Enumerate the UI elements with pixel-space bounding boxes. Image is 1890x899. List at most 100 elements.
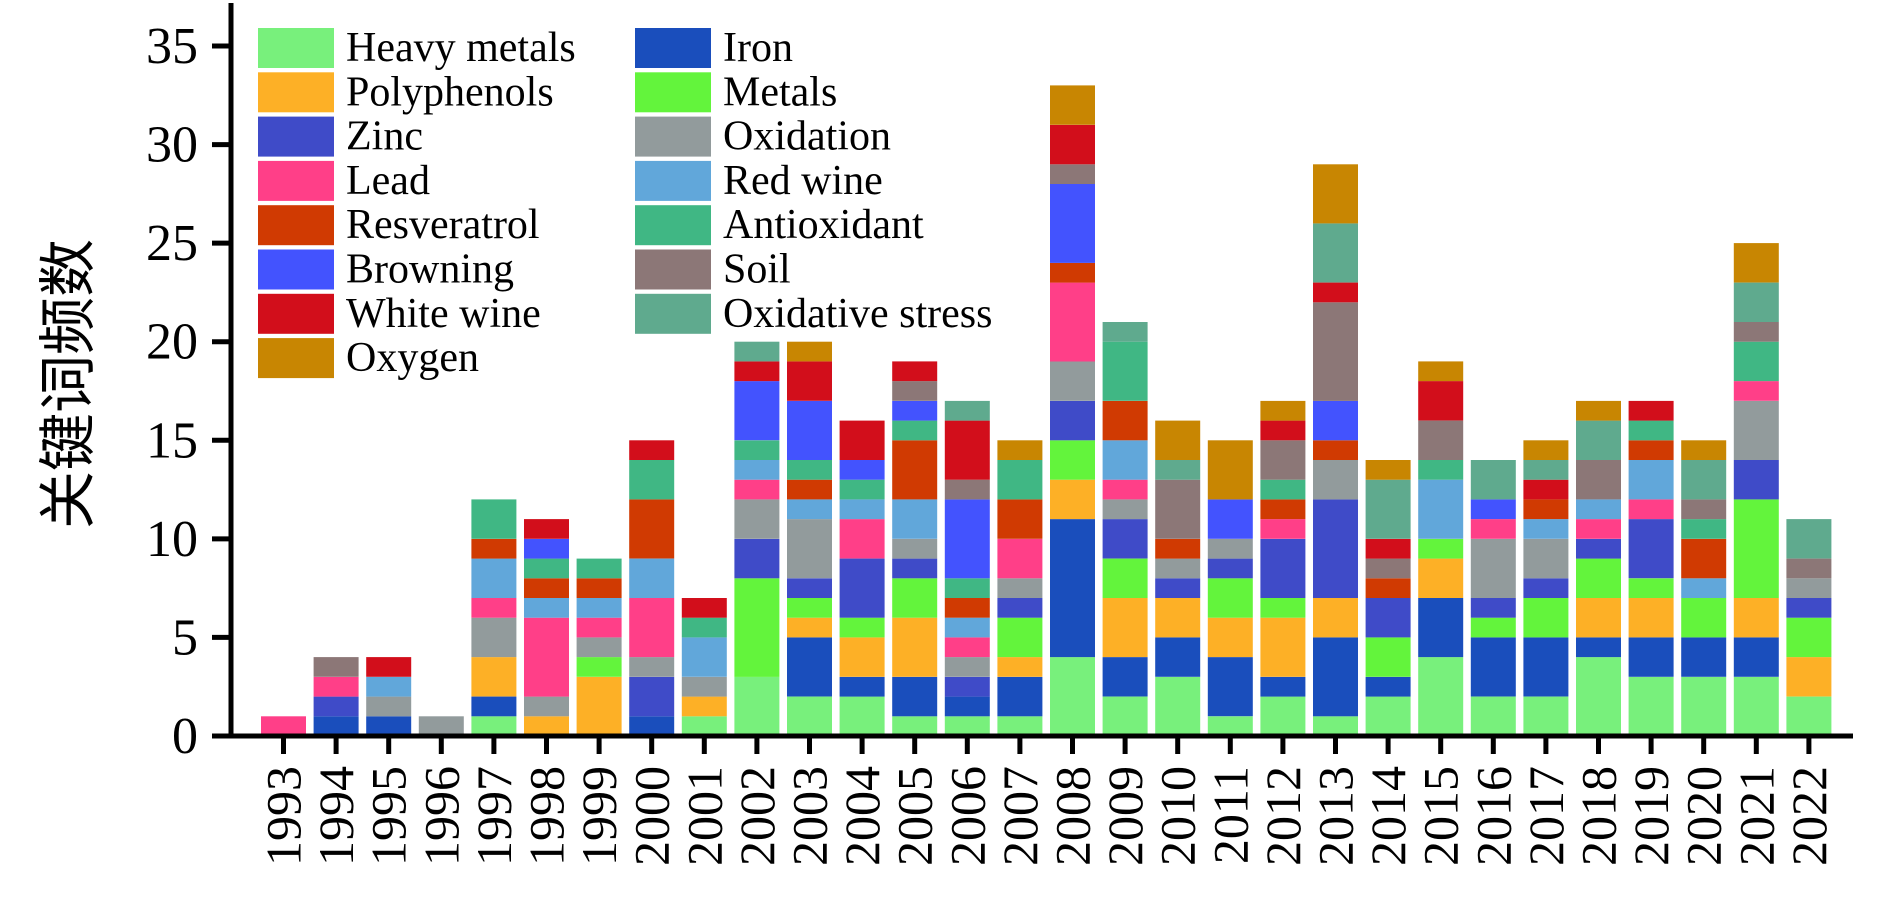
x-tick-label: 2005	[887, 766, 943, 866]
bar-segment-1999-antioxidant	[576, 558, 622, 579]
bar-segment-2008-metals	[1050, 440, 1095, 480]
legend-item-oxidation: Oxidation	[635, 114, 891, 160]
bar-segment-1998-red-wine	[524, 598, 569, 618]
legend: Heavy metalsPolyphenolsZincLeadResveratr…	[258, 25, 992, 381]
bar-segment-2022-metals	[1786, 617, 1832, 658]
bar-segment-2006-oxidative-stress	[944, 400, 990, 421]
bar-stack-2022	[1786, 519, 1832, 736]
bar-segment-2009-oxidation	[1102, 499, 1148, 520]
bar-segment-2015-white-wine	[1418, 381, 1464, 421]
legend-swatch	[635, 72, 711, 113]
bar-segment-1998-resveratrol	[524, 578, 569, 598]
bar-segment-2017-white-wine	[1523, 479, 1569, 500]
bar-segment-2008-iron	[1050, 519, 1095, 658]
bar-segment-2010-oxidation	[1155, 558, 1201, 579]
bar-segment-1999-red-wine	[576, 598, 622, 618]
bar-segment-2000-oxidation	[629, 657, 675, 677]
bar-segment-2012-heavy-metals	[1260, 696, 1306, 736]
bar-segment-2020-oxygen	[1681, 440, 1727, 460]
bar-segment-2013-resveratrol	[1313, 440, 1358, 460]
legend-label: Polyphenols	[346, 69, 554, 115]
bar-segment-2010-polyphenols	[1155, 598, 1201, 638]
bar-segment-2000-resveratrol	[629, 499, 675, 559]
bar-segment-2014-soil	[1365, 558, 1411, 579]
bar-segment-2008-polyphenols	[1050, 479, 1095, 520]
bar-segment-1995-oxidation	[366, 696, 412, 717]
bar-segment-2019-zinc	[1628, 519, 1674, 579]
bar-stack-2021	[1733, 243, 1779, 736]
bar-segment-2007-polyphenols	[997, 657, 1043, 677]
bar-segment-2002-lead	[734, 479, 780, 500]
bar-segment-2016-lead	[1470, 519, 1516, 539]
bar-segment-2016-heavy-metals	[1470, 696, 1516, 736]
bar-segment-2022-polyphenols	[1786, 657, 1832, 697]
legend-item-oxidative-stress: Oxidative stress	[635, 291, 992, 337]
bar-segment-2007-antioxidant	[997, 460, 1043, 500]
legend-label: Lead	[346, 158, 430, 204]
y-tick-label: 0	[172, 708, 198, 765]
bar-segment-2021-oxidative-stress	[1733, 282, 1779, 322]
bar-segment-2003-oxidation	[787, 519, 832, 579]
bar-segment-2020-heavy-metals	[1681, 676, 1727, 736]
x-ticks-layer: 1993199419951996199719981999200020012002…	[256, 736, 1837, 866]
bar-segment-2014-oxidative-stress	[1365, 479, 1411, 539]
bar-stack-2000	[629, 440, 675, 736]
y-tick-label: 20	[146, 314, 198, 371]
legend-label: Zinc	[346, 114, 423, 160]
bar-segment-2020-metals	[1681, 598, 1727, 638]
bar-segment-2018-soil	[1576, 460, 1621, 500]
bar-segment-2017-oxygen	[1523, 440, 1569, 460]
bar-segment-2013-white-wine	[1313, 282, 1358, 303]
bar-segment-2014-metals	[1365, 637, 1411, 677]
x-tick-label: 2011	[1202, 766, 1258, 864]
x-tick-label: 2012	[1255, 766, 1311, 866]
bar-segment-1995-red-wine	[366, 676, 412, 697]
bar-segment-2019-white-wine	[1628, 400, 1674, 421]
bar-segment-2018-metals	[1576, 558, 1621, 598]
legend-swatch	[258, 205, 334, 246]
bar-segment-2002-oxidative-stress	[734, 341, 780, 362]
bar-segment-2003-polyphenols	[787, 617, 832, 638]
bar-segment-2000-iron	[629, 716, 675, 736]
bar-segment-2011-metals	[1207, 578, 1253, 618]
legend-swatch	[258, 72, 334, 113]
bar-segment-2002-oxidation	[734, 499, 780, 539]
x-tick-label: 1998	[519, 766, 575, 866]
bar-segment-2005-red-wine	[892, 499, 938, 539]
bar-segment-2000-antioxidant	[629, 460, 675, 500]
bar-segment-2012-iron	[1260, 676, 1306, 697]
bar-segment-2004-iron	[839, 676, 885, 697]
legend-swatch	[258, 116, 334, 157]
x-tick-label: 2018	[1571, 766, 1627, 866]
legend-item-antioxidant: Antioxidant	[635, 202, 924, 248]
y-tick-label: 10	[146, 511, 198, 568]
bar-segment-2012-lead	[1260, 519, 1306, 539]
bar-segment-2010-resveratrol	[1155, 538, 1201, 559]
bar-segment-2003-red-wine	[787, 499, 832, 520]
x-tick-label: 2008	[1045, 766, 1101, 866]
bar-segment-2022-soil	[1786, 558, 1832, 579]
bar-segment-2015-red-wine	[1418, 479, 1464, 539]
legend-label: Heavy metals	[346, 25, 576, 71]
legend-item-white-wine: White wine	[258, 291, 541, 337]
bar-segment-2001-polyphenols	[681, 696, 727, 717]
bar-segment-2005-zinc	[892, 558, 938, 579]
bar-segment-2013-soil	[1313, 302, 1358, 401]
bar-stack-2018	[1576, 400, 1621, 736]
bar-segment-1997-antioxidant	[471, 499, 517, 539]
bar-segment-2005-resveratrol	[892, 440, 938, 500]
bar-segment-2017-red-wine	[1523, 519, 1569, 539]
bar-segment-2016-metals	[1470, 617, 1516, 638]
bar-segment-1999-polyphenols	[576, 676, 622, 736]
bar-segment-2003-metals	[787, 598, 832, 618]
bar-segment-2006-oxidation	[944, 657, 990, 677]
bar-segment-2006-antioxidant	[944, 578, 990, 598]
bar-segment-2014-oxygen	[1365, 460, 1411, 480]
legend-label: Oxidative stress	[723, 291, 992, 337]
bar-segment-2019-polyphenols	[1628, 598, 1674, 638]
bar-segment-2007-resveratrol	[997, 499, 1043, 539]
bar-segment-1999-lead	[576, 617, 622, 638]
bar-segment-2020-soil	[1681, 499, 1727, 520]
bar-segment-2005-heavy-metals	[892, 716, 938, 736]
y-axis-title: 关键词频数	[34, 239, 102, 529]
